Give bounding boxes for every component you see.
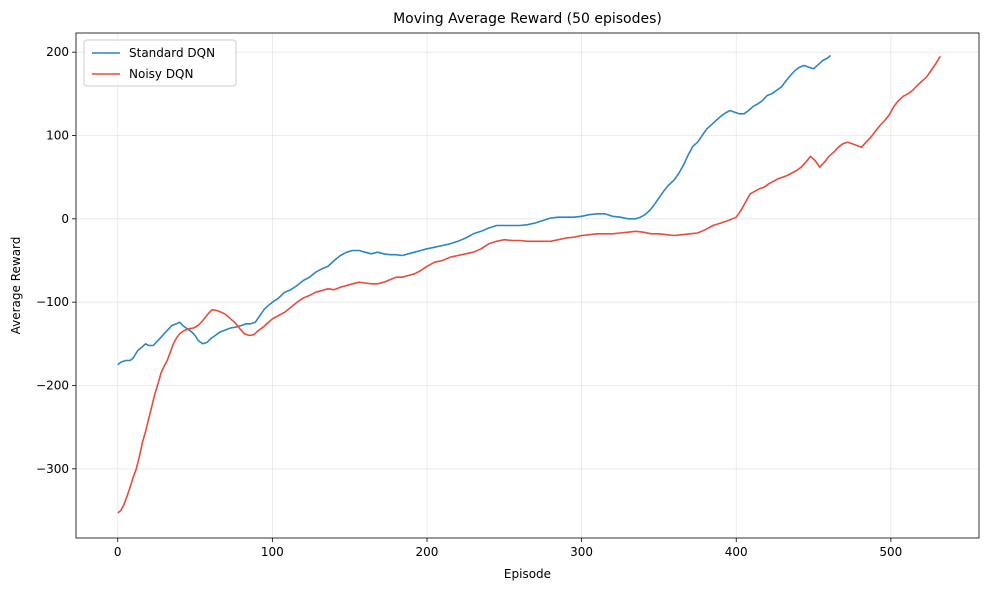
grid — [76, 33, 979, 538]
series-line-noisy-dqn — [117, 55, 941, 514]
x-tick-label: 400 — [725, 545, 748, 559]
y-tick-label: −100 — [36, 295, 69, 309]
series-line-standard-dqn — [117, 54, 832, 366]
axis-ticks: 0 100 200 300 400 500 −300 −200 −100 0 100 200 — [36, 45, 902, 559]
series-lines — [117, 54, 941, 514]
y-axis-label: Average Reward — [9, 237, 23, 335]
y-tick-label: 200 — [46, 45, 69, 59]
x-axis-label: Episode — [504, 567, 551, 581]
legend-label-standard-dqn: Standard DQN — [129, 46, 215, 60]
y-tick-label: −300 — [36, 462, 69, 476]
x-tick-label: 0 — [114, 545, 122, 559]
legend-label-noisy-dqn: Noisy DQN — [129, 67, 193, 81]
y-tick-label: 100 — [46, 129, 69, 143]
x-tick-label: 200 — [416, 545, 439, 559]
x-tick-label: 100 — [261, 545, 284, 559]
x-tick-label: 500 — [879, 545, 902, 559]
y-tick-label: 0 — [61, 212, 69, 226]
plot-frame — [75, 32, 980, 539]
legend-box — [83, 39, 237, 87]
chart-title: Moving Average Reward (50 episodes) — [393, 11, 662, 27]
x-tick-label: 300 — [570, 545, 593, 559]
legend: Standard DQN Noisy DQN — [83, 39, 237, 87]
y-tick-label: −200 — [36, 379, 69, 393]
